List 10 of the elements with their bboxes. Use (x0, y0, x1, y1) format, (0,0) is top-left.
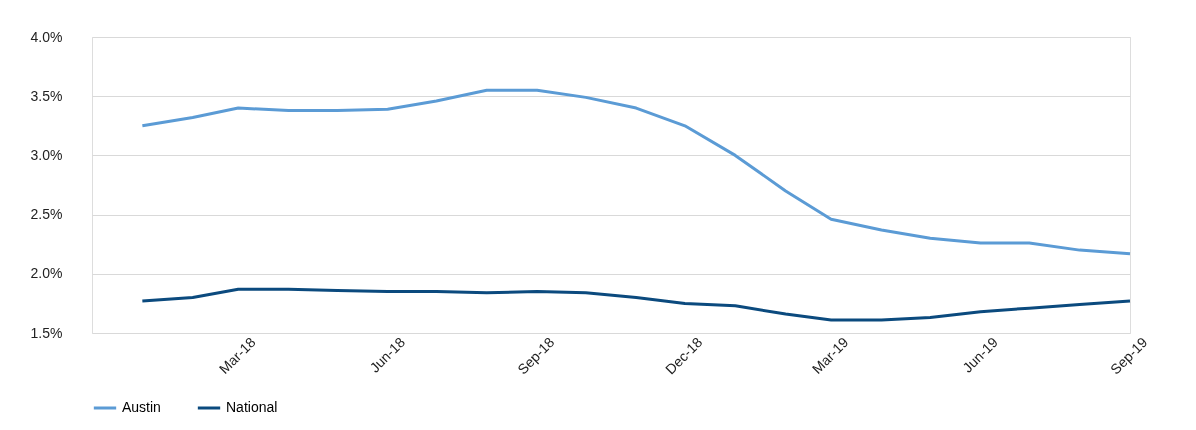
legend-label: National (226, 399, 278, 415)
line-series (140, 88, 1132, 256)
line-series (140, 287, 1132, 322)
legend-label: Austin (122, 399, 161, 415)
y-tick-label: 2.5% (30, 206, 63, 223)
y-tick-label: 4.0% (30, 28, 63, 45)
y-tick-label: 3.5% (30, 87, 63, 104)
y-tick-label: 2.0% (30, 265, 63, 282)
y-tick-label: 1.5% (30, 324, 63, 341)
y-tick-label: 3.0% (30, 146, 63, 163)
